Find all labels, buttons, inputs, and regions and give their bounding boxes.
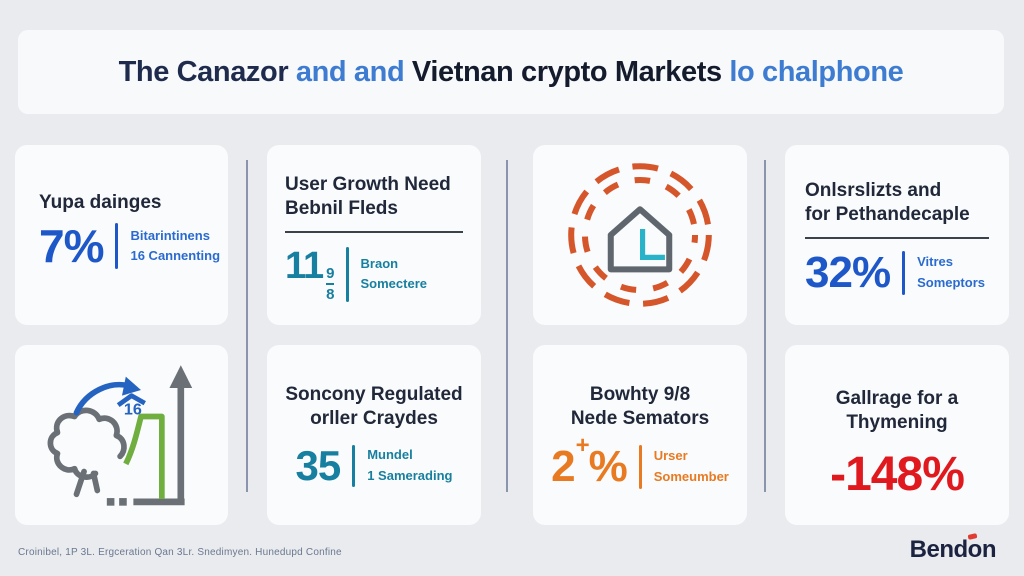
stat-superscript: + bbox=[575, 431, 590, 459]
title-part-2: and and bbox=[295, 55, 412, 88]
stat-card-yupa-dainges: Yupa dainges 7% Bitarintinens 16 Cannent… bbox=[15, 145, 228, 325]
card-heading-line2: orller Craydes bbox=[310, 407, 438, 429]
card-heading: Bowhty 9/8 Nede Semators bbox=[547, 383, 733, 431]
card-heading: Onlsrslizts and for Pethandecaple bbox=[805, 179, 989, 227]
stat-value: 7% bbox=[39, 219, 104, 272]
stat-value: -148% bbox=[830, 447, 965, 501]
heading-underline bbox=[805, 236, 989, 239]
stat-label-line2: Someumber bbox=[653, 468, 729, 484]
stat-labels: Mundel 1 Samerading bbox=[367, 445, 452, 485]
stat-divider bbox=[902, 250, 906, 295]
card-heading-line1: User Growth Need bbox=[285, 174, 451, 195]
brand-name: Bendon bbox=[909, 536, 997, 563]
icon-card-house-ring bbox=[533, 145, 747, 325]
card-heading: User Growth Need Bebnil Fleds bbox=[285, 173, 463, 221]
stat-value: 11 9 8 bbox=[285, 244, 335, 303]
card-heading: Gallrage for a Thymening bbox=[799, 387, 995, 435]
card-heading-line1: Soncony Regulated bbox=[285, 384, 463, 405]
stat-card-gallrage: Gallrage for a Thymening -148% bbox=[785, 345, 1009, 525]
card-heading: Yupa dainges bbox=[39, 192, 162, 213]
stat-label-line1: Vitres bbox=[917, 254, 953, 270]
stat-labels: Urser Someumber bbox=[654, 446, 729, 486]
column-divider-2 bbox=[506, 160, 508, 492]
stat-label-line2: Someptors bbox=[917, 274, 985, 290]
heading-underline bbox=[285, 230, 463, 233]
stat-divider bbox=[345, 246, 349, 302]
stat-labels: Bitarintinens 16 Cannenting bbox=[130, 226, 220, 266]
card-heading: Soncony Regulated orller Craydes bbox=[281, 383, 467, 431]
card-heading-line2: for Pethandecaple bbox=[805, 203, 970, 225]
title-part-3: Vietnan crypto Markets bbox=[411, 55, 730, 88]
stat-divider bbox=[638, 444, 642, 489]
footer-disclaimer: Croinibel, 1P 3L. Ergceration Qan 3Lr. S… bbox=[18, 547, 342, 558]
stat-value: 32% bbox=[805, 247, 891, 297]
stat-label-line1: Urser bbox=[653, 448, 688, 464]
card-heading-line2: Thymening bbox=[846, 411, 948, 433]
stat-label-line2: 16 Cannenting bbox=[130, 247, 221, 263]
stat-label-line1: Mundel bbox=[367, 447, 413, 463]
stat-labels: Braon Somectere bbox=[361, 254, 427, 294]
stat-value: 2+% bbox=[551, 431, 628, 491]
header-band: The Canazor and and Vietnan crypto Marke… bbox=[18, 30, 1004, 114]
card-heading-line1: Gallrage for a bbox=[835, 388, 959, 409]
stat-label-line1: Braon bbox=[360, 255, 399, 271]
stat-divider bbox=[115, 222, 119, 269]
stat-value: 35 bbox=[295, 441, 342, 489]
stat-card-user-growth: User Growth Need Bebnil Fleds 11 9 8 Braon… bbox=[267, 145, 481, 325]
title-part-4: lo chalphone bbox=[729, 55, 904, 88]
dashed-ring-house-clock-icon bbox=[568, 163, 712, 307]
stat-label-line2: 1 Samerading bbox=[367, 467, 453, 483]
column-divider-3 bbox=[764, 160, 766, 492]
brand-logo: Bendon bbox=[909, 533, 997, 564]
icon-card-growth-chart: 16 bbox=[15, 345, 228, 525]
card-heading-line2: Nede Semators bbox=[570, 407, 710, 429]
column-divider-1 bbox=[246, 160, 248, 492]
svg-text:16: 16 bbox=[123, 401, 141, 419]
stat-card-onslislizts: Onlsrslizts and for Pethandecaple 32% Vi… bbox=[785, 145, 1009, 325]
card-heading-line1: Bowhty 9/8 bbox=[589, 384, 691, 405]
stat-card-bowhty-semators: Bowhty 9/8 Nede Semators 2+% Urser Someu… bbox=[533, 345, 747, 525]
stat-divider bbox=[352, 444, 356, 487]
stat-label-line2: Somectere bbox=[360, 276, 427, 291]
page-title: The Canazor and and Vietnan crypto Marke… bbox=[119, 56, 904, 89]
stat-card-soncony-regulated: Soncony Regulated orller Craydes 35 Mund… bbox=[267, 345, 481, 525]
card-heading-line1: Onlsrslizts and bbox=[805, 180, 942, 201]
stat-label-line1: Bitarintinens bbox=[130, 227, 210, 243]
card-heading-line2: Bebnil Fleds bbox=[285, 197, 398, 219]
cloud-growth-arrow-chart-icon: 16 bbox=[47, 365, 192, 506]
stat-labels: Vitres Someptors bbox=[917, 252, 985, 292]
title-part-1: The Canazor bbox=[118, 55, 296, 88]
